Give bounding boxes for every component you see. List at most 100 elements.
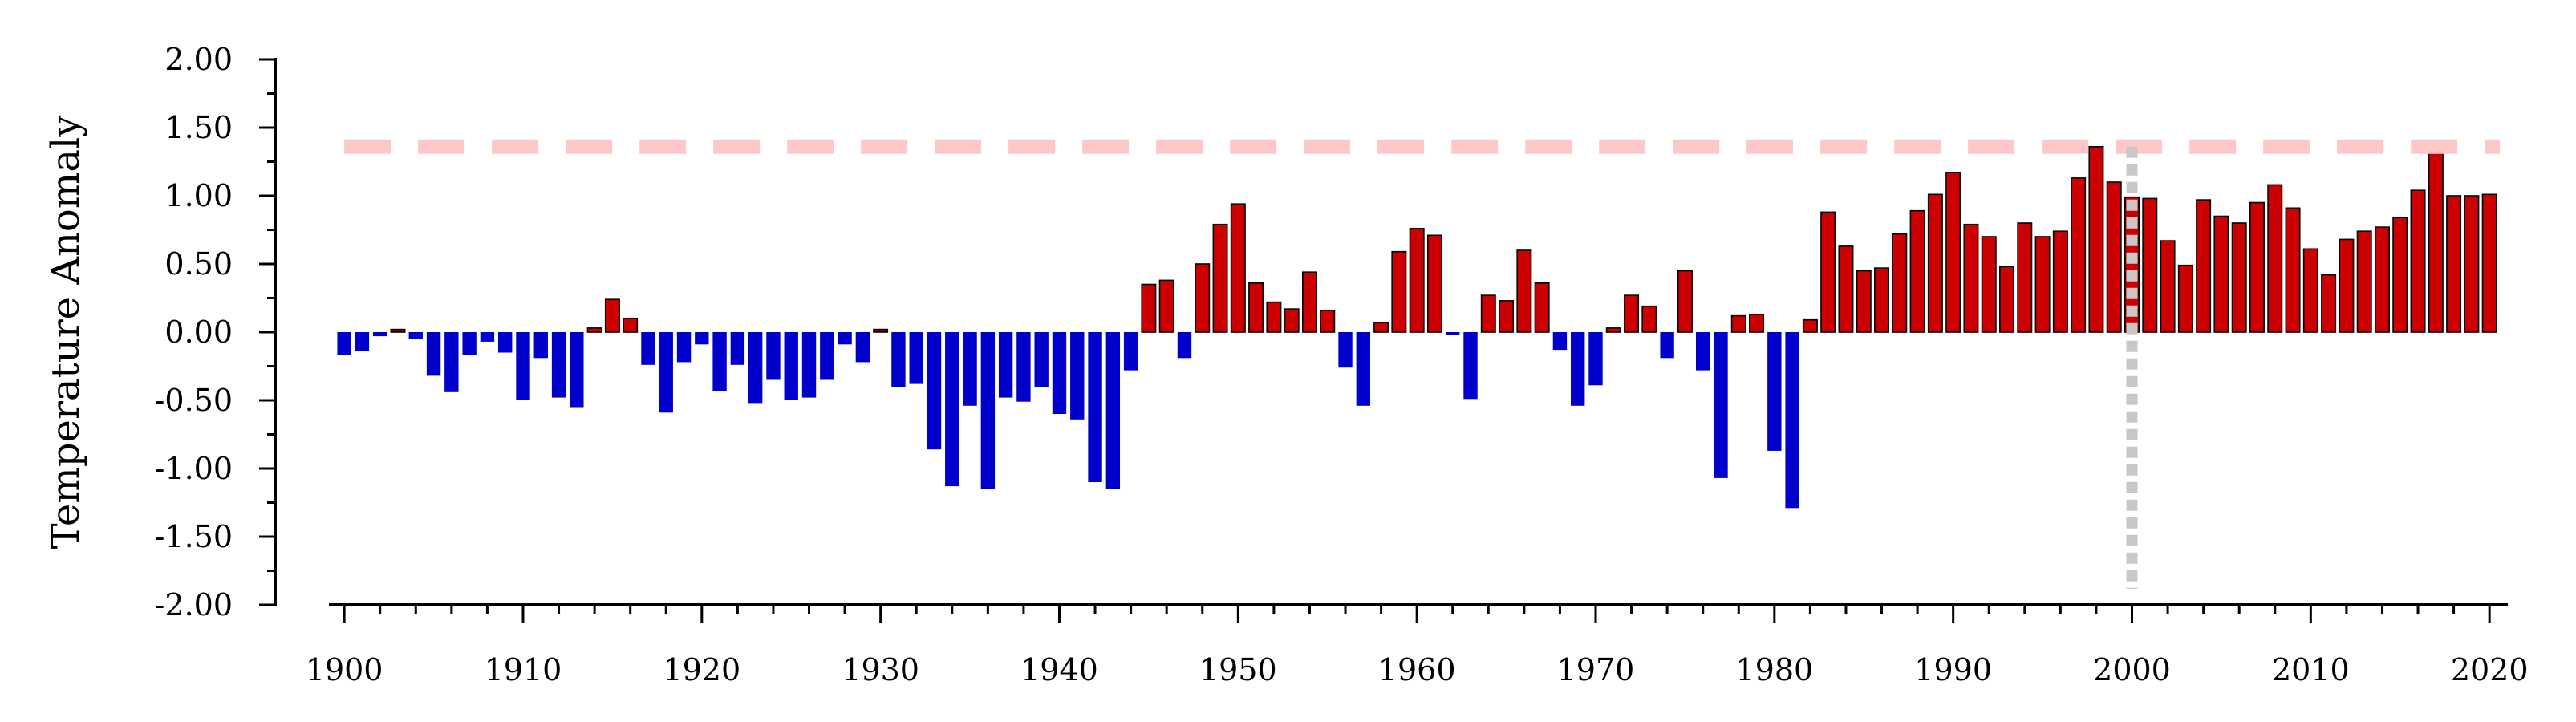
y-tick-label: 0.00 xyxy=(164,314,233,350)
bar-1969 xyxy=(1571,332,1585,406)
bar-2005 xyxy=(2213,215,2229,333)
bar-1938 xyxy=(1016,332,1031,402)
y-tick-label: -1.00 xyxy=(155,451,233,486)
bar-1932 xyxy=(909,332,923,384)
bar-1937 xyxy=(998,332,1013,398)
bar-1920 xyxy=(695,332,709,345)
bar-1926 xyxy=(801,332,817,398)
bar-1974 xyxy=(1660,332,1674,359)
bar-1930 xyxy=(873,328,889,333)
x-tick-label: 1970 xyxy=(1557,652,1635,688)
y-tick-label: 0.50 xyxy=(164,246,233,282)
bar-1999 xyxy=(2106,181,2122,333)
bar-1956 xyxy=(1338,332,1353,368)
y-tick-label: 1.50 xyxy=(164,110,233,145)
bar-2008 xyxy=(2267,184,2283,333)
bar-2011 xyxy=(2321,274,2337,333)
x-tick-label: 2000 xyxy=(2093,652,2171,688)
bar-1973 xyxy=(1641,305,1657,333)
bar-1936 xyxy=(980,332,996,489)
bar-1915 xyxy=(604,298,620,333)
bar-1955 xyxy=(1320,309,1336,333)
y-tick-label: 2.00 xyxy=(164,42,233,77)
bar-2017 xyxy=(2428,148,2444,333)
bar-1903 xyxy=(390,328,406,333)
bar-1978 xyxy=(1730,314,1746,333)
bar-1990 xyxy=(1945,172,1961,333)
bar-1972 xyxy=(1624,294,1640,333)
bar-1985 xyxy=(1856,270,1872,333)
bar-2010 xyxy=(2302,248,2318,333)
x-tick-label: 1900 xyxy=(306,652,383,688)
x-tick-label: 1930 xyxy=(842,652,919,688)
axes xyxy=(259,58,2508,623)
x-tick-label: 1960 xyxy=(1378,652,1456,688)
bar-1989 xyxy=(1927,193,1943,333)
bar-1913 xyxy=(570,332,584,408)
bar-2006 xyxy=(2231,222,2247,333)
bar-2002 xyxy=(2160,240,2176,333)
bar-1927 xyxy=(820,332,834,380)
x-tick-label: 1950 xyxy=(1199,652,1277,688)
bar-1919 xyxy=(676,332,692,363)
bar-1991 xyxy=(1963,223,1979,333)
x-tick-labels: 1900 1910 1920 1930 1940 1950 1960 1970 1980 1990… xyxy=(306,652,2529,688)
bar-1988 xyxy=(1909,209,1925,333)
y-tick-label: 1.00 xyxy=(164,178,233,213)
bar-1993 xyxy=(1999,266,2015,333)
bar-1908 xyxy=(480,332,495,342)
bar-1960 xyxy=(1409,227,1425,333)
bar-1940 xyxy=(1052,332,1067,414)
y-tick-label: -0.50 xyxy=(155,383,233,418)
x-tick-label: 1980 xyxy=(1735,652,1813,688)
bar-1964 xyxy=(1480,294,1496,333)
bar-2018 xyxy=(2446,195,2462,333)
bar-2007 xyxy=(2249,201,2265,333)
bar-1934 xyxy=(945,332,959,487)
bar-2001 xyxy=(2142,197,2158,333)
bar-1901 xyxy=(355,332,370,351)
bar-2004 xyxy=(2196,199,2212,333)
bar-1907 xyxy=(462,332,477,355)
bar-1904 xyxy=(408,332,423,339)
bar-1909 xyxy=(498,332,513,353)
bar-1980 xyxy=(1767,332,1782,451)
bar-1975 xyxy=(1677,270,1693,333)
bar-1992 xyxy=(1981,236,1997,333)
bar-1924 xyxy=(766,332,781,380)
bar-1965 xyxy=(1499,300,1515,333)
bar-1981 xyxy=(1785,332,1799,509)
bar-1941 xyxy=(1070,332,1085,420)
bar-2012 xyxy=(2339,238,2355,333)
bar-1962 xyxy=(1446,332,1460,335)
x-tick-label: 1940 xyxy=(1020,652,1098,688)
x-tick-label: 1990 xyxy=(1914,652,1992,688)
bar-1995 xyxy=(2034,236,2051,333)
bar-1951 xyxy=(1248,282,1264,333)
bar-2019 xyxy=(2464,195,2480,333)
bar-1939 xyxy=(1034,332,1049,387)
bar-1968 xyxy=(1552,332,1568,351)
y-tick-labels: 2.00 1.50 1.00 0.50 0.00 -0.50 -1.00 -1.50 -2.00 xyxy=(155,42,233,623)
bar-1994 xyxy=(2017,222,2033,333)
y-tick-label: -2.00 xyxy=(155,587,233,623)
bar-1918 xyxy=(659,332,673,413)
bar-2013 xyxy=(2356,230,2372,333)
bar-2016 xyxy=(2410,189,2426,333)
bar-1942 xyxy=(1088,332,1102,482)
bar-1983 xyxy=(1820,211,1836,333)
bar-2009 xyxy=(2285,207,2301,333)
bar-1957 xyxy=(1356,332,1370,406)
bar-1948 xyxy=(1195,263,1211,333)
bar-1959 xyxy=(1391,250,1407,333)
bar-1928 xyxy=(838,332,852,345)
x-tick-label: 2020 xyxy=(2451,652,2529,688)
bar-1953 xyxy=(1284,308,1300,333)
bar-1923 xyxy=(748,332,763,404)
bar-1916 xyxy=(623,318,639,333)
bar-2015 xyxy=(2392,217,2408,333)
bar-1931 xyxy=(891,332,906,387)
bar-1996 xyxy=(2052,230,2068,333)
bar-1900 xyxy=(337,332,351,355)
